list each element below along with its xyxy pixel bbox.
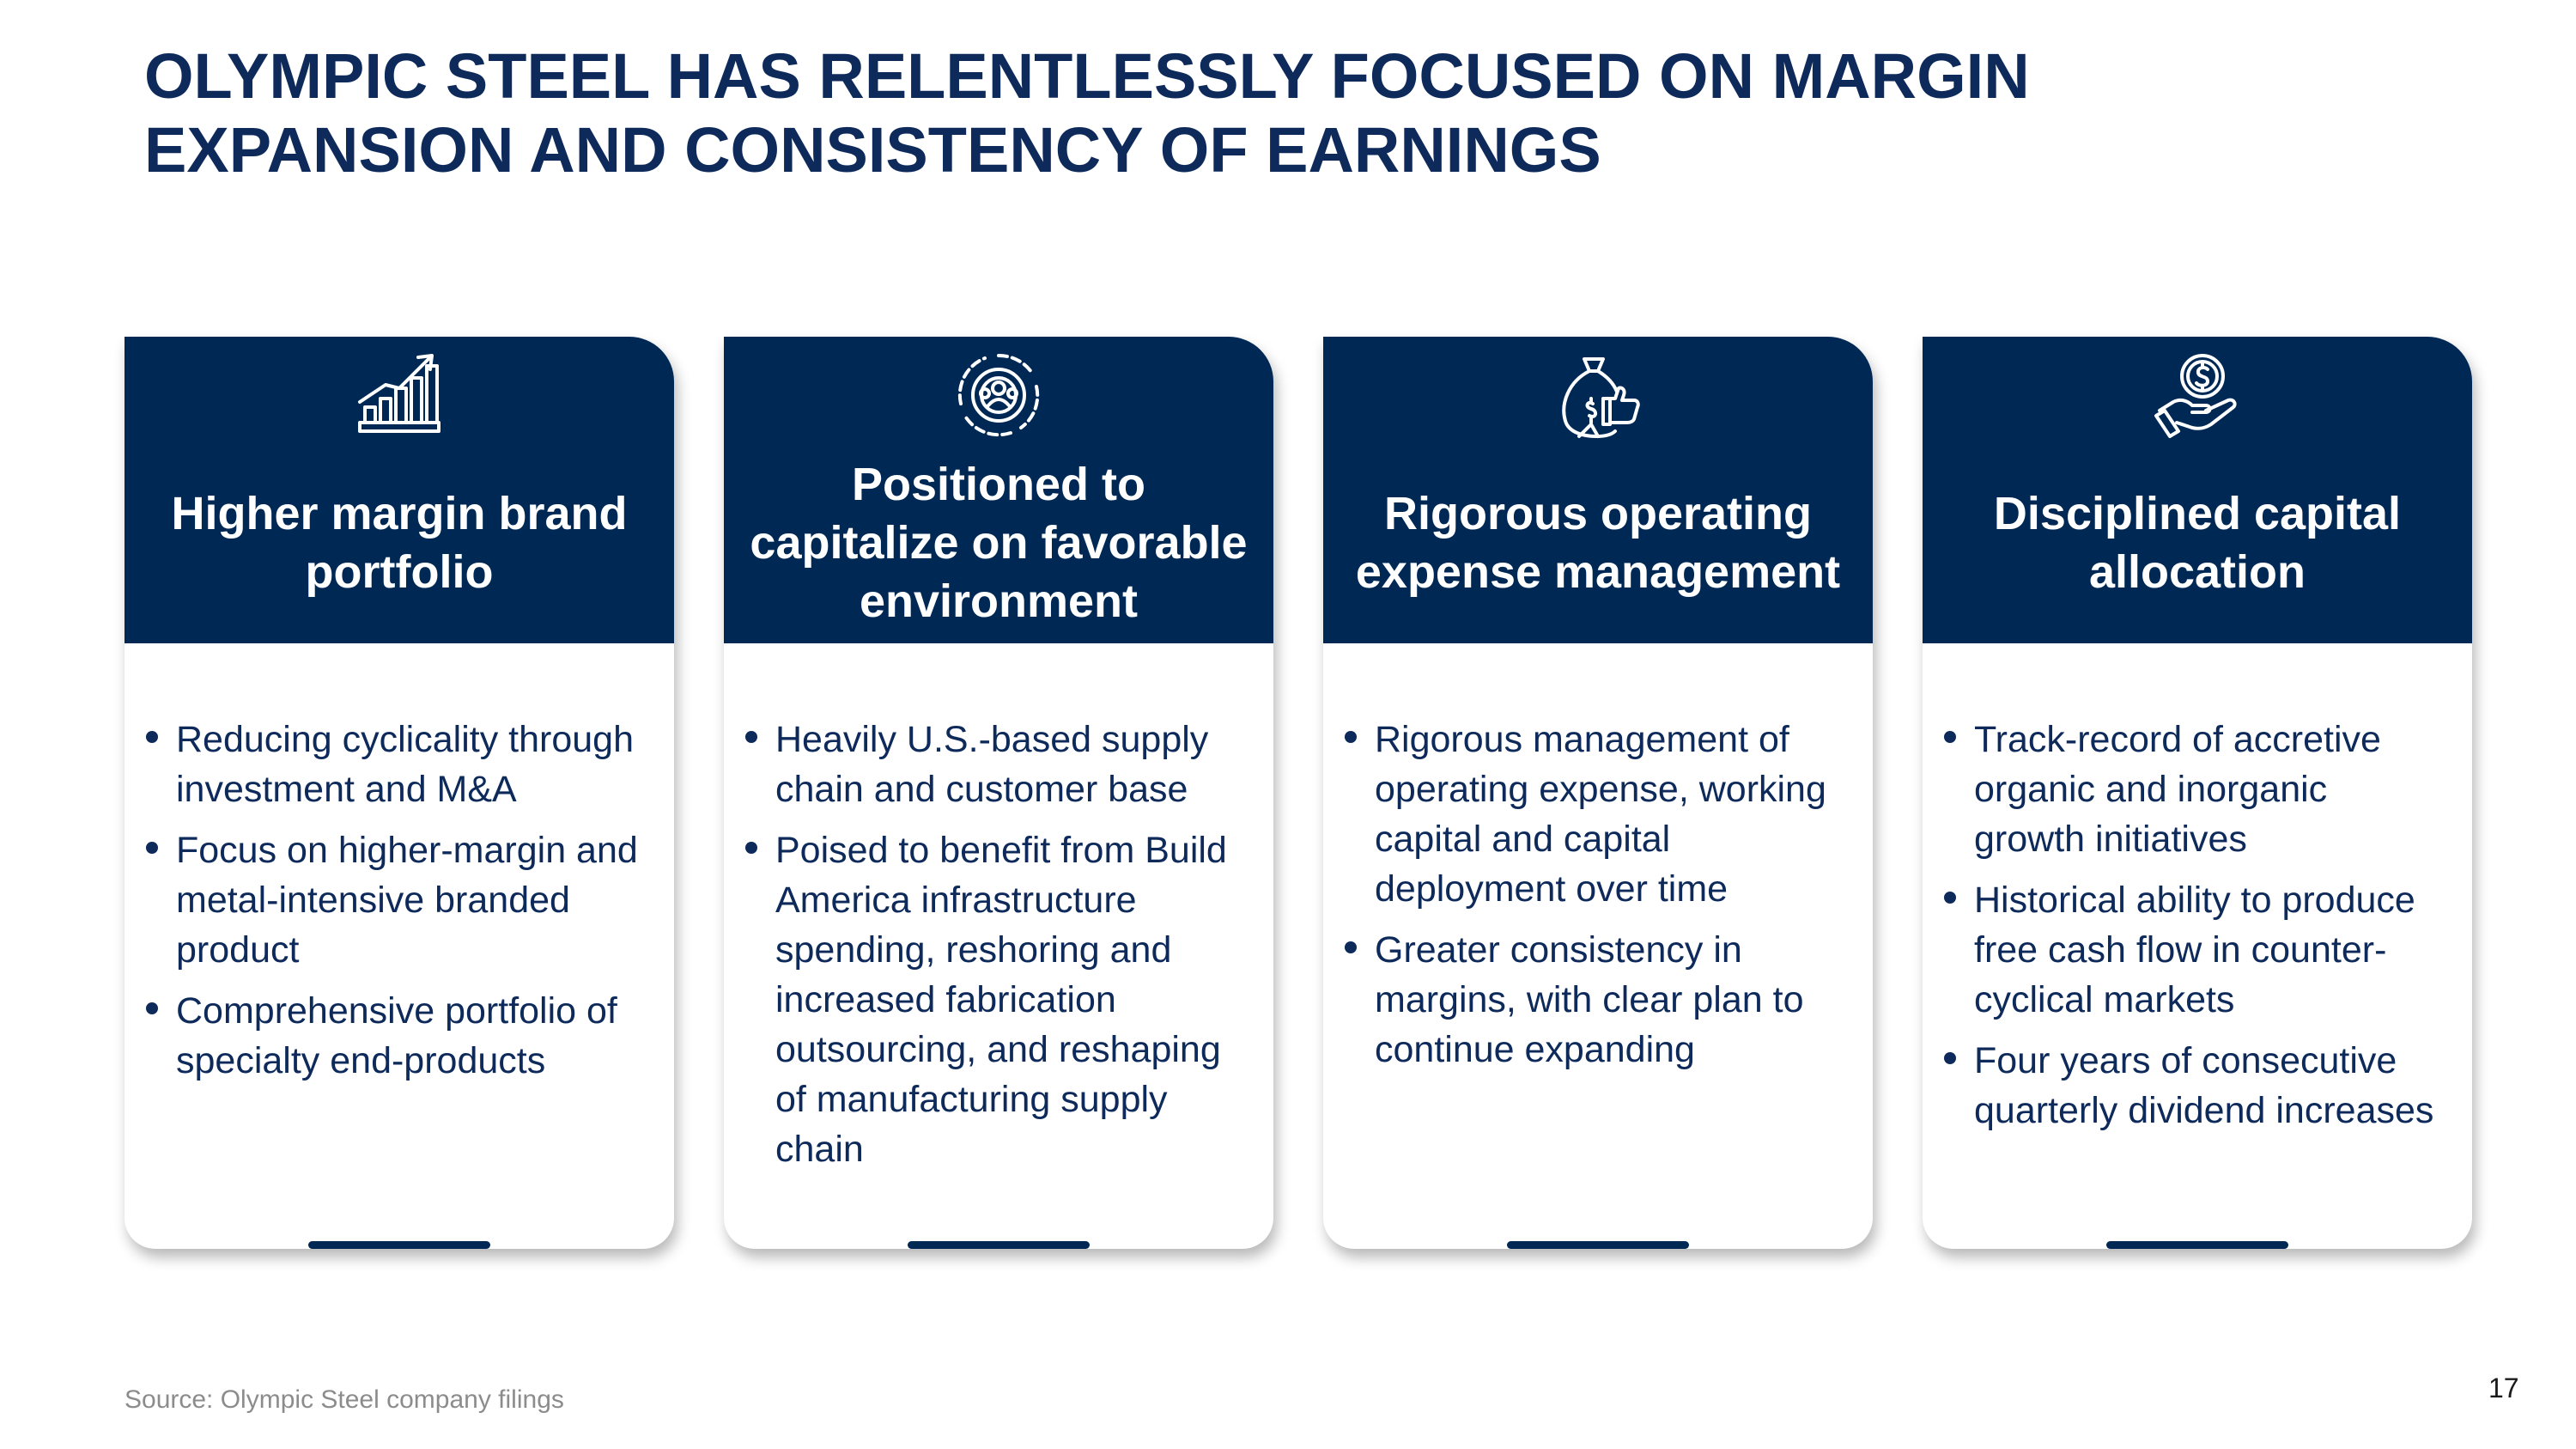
bullet-list: Rigorous management of operating expense… — [1344, 715, 1859, 1086]
bullet-line: deployment over time — [1375, 868, 1728, 910]
card-title-line: capitalize on favorable — [750, 516, 1248, 569]
bullet-line: Track-record of accretive — [1974, 719, 2381, 760]
bullet-item: Heavily U.S.-based supply chain and cust… — [744, 715, 1260, 814]
bullet-line: quarterly dividend increases — [1974, 1090, 2434, 1131]
bullet-line: of manufacturing supply — [775, 1079, 1168, 1120]
bullet-line: organic and inorganic — [1974, 769, 2328, 810]
bullet-list: Reducing cyclicality through investment … — [145, 715, 660, 1097]
page-title-line: EXPANSION AND CONSISTENCY OF EARNINGS — [144, 114, 1601, 186]
card-favorable-environment: Positioned to capitalize on favorable en… — [724, 337, 1273, 1249]
card-title-line: Disciplined capital — [1993, 487, 2402, 539]
bullet-line: Heavily U.S.-based supply — [775, 719, 1209, 760]
bullet-item: Reducing cyclicality through investment … — [145, 715, 660, 814]
card-title-line: Rigorous operating — [1384, 487, 1812, 539]
dollar-hand-icon — [2149, 347, 2245, 443]
bullet-line: Four years of consecutive — [1974, 1040, 2397, 1081]
page-title-line: OLYMPIC STEEL HAS RELENTLESSLY FOCUSED O… — [144, 40, 2030, 112]
bullet-line: Reducing cyclicality through — [176, 719, 634, 760]
card-title-line: portfolio — [305, 545, 494, 598]
bullet-line: growth initiatives — [1974, 819, 2247, 860]
bullet-line: continue expanding — [1375, 1029, 1695, 1070]
bullet-line: spending, reshoring and — [775, 929, 1172, 971]
bullet-item: Greater consistency in margins, with cle… — [1344, 925, 1859, 1075]
card-title: Rigorous operating expense management — [1323, 441, 1873, 643]
page-number: 17 — [2488, 1373, 2519, 1403]
card-title-line: allocation — [2088, 545, 2306, 598]
card-title: Disciplined capital allocation — [1923, 441, 2472, 643]
card-operating-expense: Rigorous operating expense management Ri… — [1323, 337, 1873, 1249]
card-accent-bar — [908, 1241, 1090, 1249]
bullet-line: Historical ability to produce — [1974, 880, 2415, 921]
source-note: Source: Olympic Steel company filings — [125, 1385, 564, 1414]
card-title: Higher margin brand portfolio — [125, 441, 674, 643]
card-capital-allocation: Disciplined capital allocation Track-rec… — [1923, 337, 2472, 1249]
card-accent-bar — [1507, 1241, 1689, 1249]
bullet-line: margins, with clear plan to — [1375, 979, 1804, 1020]
bullet-item: Historical ability to produce free cash … — [1943, 875, 2458, 1025]
bullet-item: Four years of consecutive quarterly divi… — [1943, 1036, 2458, 1135]
bullet-list: Heavily U.S.-based supply chain and cust… — [744, 715, 1260, 1185]
card-title-line: environment — [859, 575, 1139, 627]
bullet-item: Focus on higher-margin and metal-intensi… — [145, 825, 660, 975]
bullet-line: product — [176, 929, 300, 971]
bullet-line: specialty end-products — [176, 1040, 546, 1081]
card-header: Positioned to capitalize on favorable en… — [724, 337, 1273, 643]
page-title: OLYMPIC STEEL HAS RELENTLESSLY FOCUSED O… — [144, 40, 2463, 187]
bullet-item: Poised to benefit from Build America inf… — [744, 825, 1260, 1174]
card-title: Positioned to capitalize on favorable en… — [724, 441, 1273, 643]
bullet-line: operating expense, working — [1375, 769, 1826, 810]
card-title-line: Higher margin brand — [171, 487, 628, 539]
card-header: Disciplined capital allocation — [1923, 337, 2472, 643]
bullet-item: Comprehensive portfolio of specialty end… — [145, 986, 660, 1086]
card-accent-bar — [2106, 1241, 2288, 1249]
card-accent-bar — [308, 1241, 490, 1249]
bullet-line: outsourcing, and reshaping — [775, 1029, 1221, 1070]
bullet-item: Rigorous management of operating expense… — [1344, 715, 1859, 914]
bullet-line: metal-intensive branded — [176, 880, 570, 921]
bullet-line: investment and M&A — [176, 769, 517, 810]
bullet-line: free cash flow in counter- — [1974, 929, 2387, 971]
bullet-line: capital and capital — [1375, 819, 1671, 860]
growth-chart-icon — [351, 347, 447, 443]
card-title-line: expense management — [1355, 545, 1841, 598]
bullet-line: Rigorous management of — [1375, 719, 1789, 760]
bullet-line: Poised to benefit from Build — [775, 830, 1227, 871]
bullet-line: Comprehensive portfolio of — [176, 990, 617, 1032]
bullet-list: Track-record of accretive organic and in… — [1943, 715, 2458, 1147]
bullet-line: increased fabrication — [775, 979, 1116, 1020]
card-header: Higher margin brand portfolio — [125, 337, 674, 643]
bullet-line: Focus on higher-margin and — [176, 830, 638, 871]
gear-people-icon — [951, 347, 1047, 443]
bullet-line: America infrastructure — [775, 880, 1137, 921]
bullet-line: Greater consistency in — [1375, 929, 1742, 971]
bullet-line: chain — [775, 1129, 864, 1170]
money-bag-thumbs-up-icon — [1550, 347, 1646, 443]
bullet-line: chain and customer base — [775, 769, 1188, 810]
card-title-line: Positioned to — [852, 458, 1145, 510]
bullet-line: cyclical markets — [1974, 979, 2235, 1020]
card-header: Rigorous operating expense management — [1323, 337, 1873, 643]
bullet-item: Track-record of accretive organic and in… — [1943, 715, 2458, 864]
card-brand-portfolio: Higher margin brand portfolio Reducing c… — [125, 337, 674, 1249]
